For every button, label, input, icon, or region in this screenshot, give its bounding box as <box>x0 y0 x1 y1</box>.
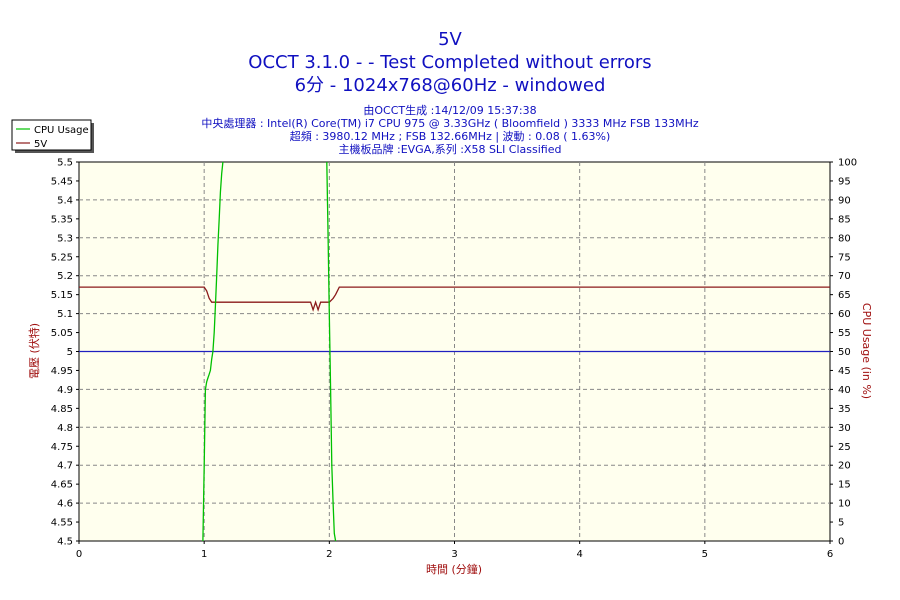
tick-label-x: 0 <box>76 549 82 560</box>
tick-label-left: 4.95 <box>51 366 73 377</box>
tick-label-right: 70 <box>838 271 851 282</box>
legend-label-cpu-usage: CPU Usage <box>34 125 89 136</box>
series-line-cpu-usage <box>326 161 337 542</box>
tick-label-left: 5.5 <box>57 158 73 169</box>
tick-label-right: 45 <box>838 366 851 377</box>
tick-label-left: 4.5 <box>57 537 73 548</box>
tick-label-x: 2 <box>326 549 332 560</box>
tick-label-left: 4.65 <box>51 480 73 491</box>
tick-label-left: 5.05 <box>51 328 73 339</box>
tick-label-x: 1 <box>201 549 207 560</box>
tick-label-right: 65 <box>838 290 851 301</box>
tick-label-left: 4.8 <box>57 423 73 434</box>
chart-title: 5V <box>438 29 462 50</box>
chart-subtitle-1: OCCT 3.1.0 - - Test Completed without er… <box>248 52 651 73</box>
chart-subtitle-2: 6分 - 1024x768@60Hz - windowed <box>295 75 606 96</box>
tick-label-left: 4.85 <box>51 404 73 415</box>
tick-label-left: 5.15 <box>51 290 73 301</box>
tick-label-right: 60 <box>838 309 851 320</box>
tick-label-right: 0 <box>838 537 844 548</box>
tick-label-left: 4.6 <box>57 499 73 510</box>
tick-label-left: 5 <box>67 347 73 358</box>
tick-label-left: 5.45 <box>51 176 73 187</box>
tick-label-right: 35 <box>838 404 851 415</box>
tick-label-x: 4 <box>576 549 582 560</box>
info-line-2: 超頻 : 3980.12 MHz ; FSB 132.66MHz | 波動 : … <box>290 129 611 143</box>
tick-label-right: 80 <box>838 233 851 244</box>
tick-label-right: 50 <box>838 347 851 358</box>
tick-label-left: 4.9 <box>57 385 73 396</box>
tick-label-right: 40 <box>838 385 851 396</box>
legend: CPU Usage 5V <box>11 119 94 153</box>
tick-label-left: 4.7 <box>57 461 73 472</box>
tick-label-right: 75 <box>838 252 851 263</box>
legend-label-5v: 5V <box>34 139 47 150</box>
tick-label-right: 85 <box>838 214 851 225</box>
tick-label-x: 3 <box>451 549 457 560</box>
legend-box <box>11 119 92 151</box>
tick-label-x: 6 <box>827 549 833 560</box>
x-axis-label: 時間 (分鐘) <box>426 562 482 576</box>
info-line-1: 中央處理器 : Intel(R) Core(TM) i7 CPU 975 @ 3… <box>201 116 699 130</box>
tick-label-right: 20 <box>838 461 851 472</box>
tick-label-x: 5 <box>702 549 708 560</box>
tick-label-right: 30 <box>838 423 851 434</box>
y-axis-label-right: CPU Usage (in %) <box>860 303 873 399</box>
tick-label-left: 4.55 <box>51 518 73 529</box>
tick-label-left: 5.3 <box>57 233 73 244</box>
tick-label-right: 25 <box>838 442 851 453</box>
tick-label-right: 90 <box>838 195 851 206</box>
series-line-cpu-usage <box>202 161 224 542</box>
tick-label-right: 15 <box>838 480 851 491</box>
tick-label-right: 55 <box>838 328 851 339</box>
tick-label-left: 5.25 <box>51 252 73 263</box>
tick-label-left: 5.35 <box>51 214 73 225</box>
info-line-3: 主機板品牌 :EVGA,系列 :X58 SLI Classified <box>339 142 562 156</box>
tick-label-right: 10 <box>838 499 851 510</box>
y-axis-label-left: 電壓 (伏特) <box>27 323 41 379</box>
tick-label-left: 5.2 <box>57 271 73 282</box>
tick-label-left: 5.4 <box>57 195 73 206</box>
tick-label-right: 95 <box>838 176 851 187</box>
series-line-5v <box>79 286 830 312</box>
tick-label-left: 5.1 <box>57 309 73 320</box>
tick-label-left: 4.75 <box>51 442 73 453</box>
tick-label-right: 100 <box>838 158 857 169</box>
tick-label-right: 5 <box>838 518 844 529</box>
info-line-0: 由OCCT生成 :14/12/09 15:37:38 <box>363 103 536 117</box>
